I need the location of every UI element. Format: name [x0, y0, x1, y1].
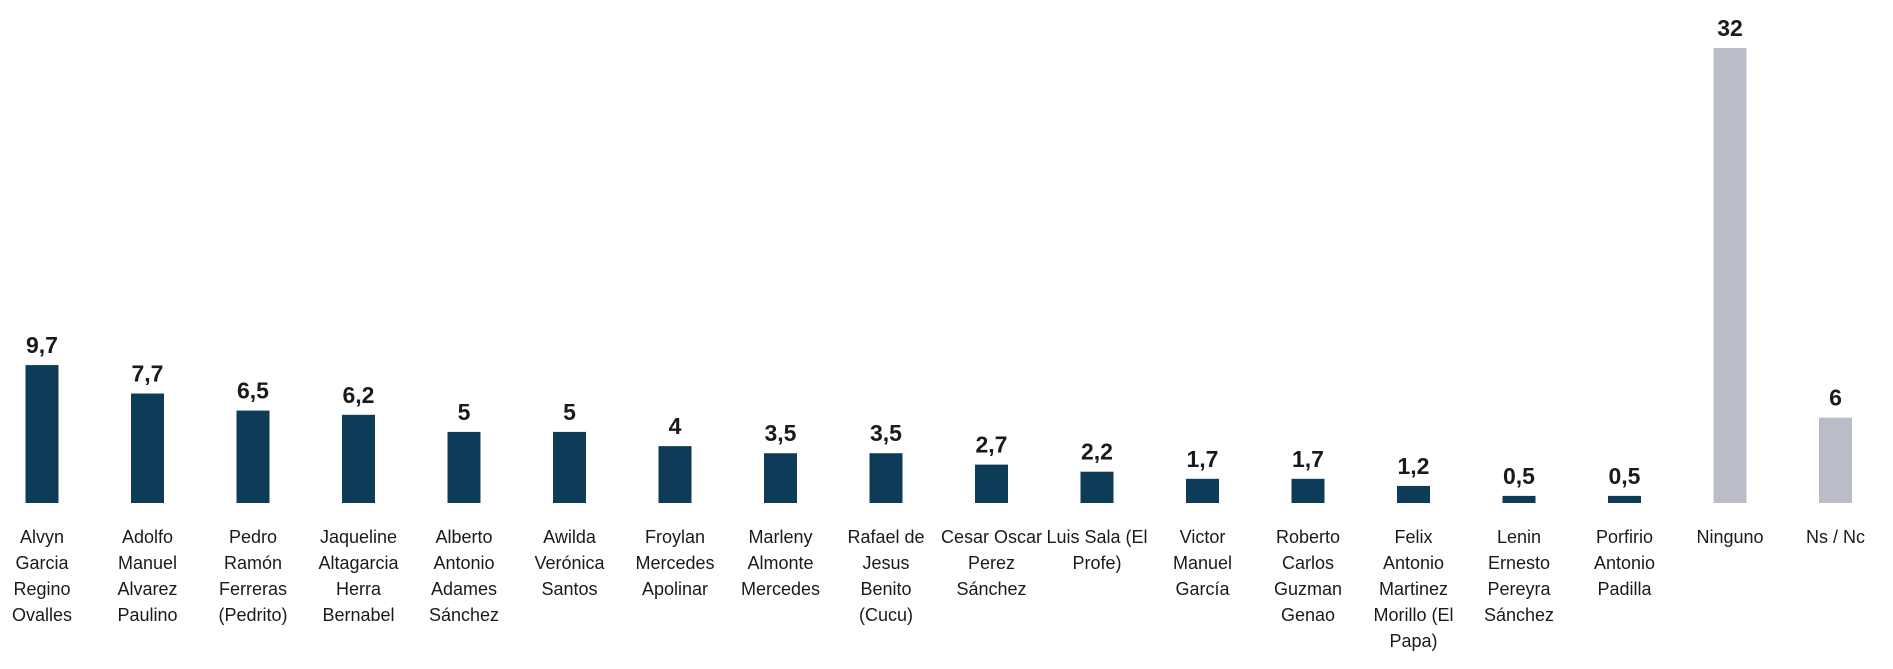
value-label: 5	[563, 399, 576, 425]
category-label: Ninguno	[1696, 527, 1764, 547]
value-label: 0,5	[1503, 463, 1535, 489]
bar	[131, 393, 164, 503]
category-label: Marleny Almonte Mercedes	[740, 527, 821, 599]
bar	[1713, 48, 1747, 503]
value-label: 5	[458, 399, 471, 425]
value-label: 6,2	[343, 382, 375, 408]
value-label: 6	[1829, 385, 1842, 411]
bar	[25, 365, 59, 503]
category-label: Luis Sala (El Profe)	[1046, 527, 1148, 573]
bar	[1186, 478, 1219, 503]
value-label: 2,2	[1081, 439, 1113, 465]
category-label: Adolfo Manuel Alvarez Paulino	[117, 527, 178, 625]
category-label: Felix Antonio Martinez Morillo (El Papa)	[1373, 527, 1454, 651]
value-label: 6,5	[237, 378, 269, 404]
value-label: 1,7	[1292, 446, 1324, 472]
category-label: Jaqueline Altagarcia Herra Bernabel	[318, 527, 399, 625]
value-label: 7,7	[132, 361, 164, 387]
category-label: Rafael de Jesus Benito (Cucu)	[847, 527, 925, 625]
value-label: 0,5	[1609, 463, 1641, 489]
bar	[447, 431, 481, 503]
bar	[1819, 417, 1852, 503]
value-label: 9,7	[26, 332, 58, 358]
value-label: 4	[669, 413, 682, 439]
bar	[553, 431, 586, 503]
bar	[1080, 471, 1114, 503]
value-label: 1,2	[1398, 453, 1430, 479]
bar	[1608, 495, 1641, 503]
category-label: Cesar Oscar Perez Sánchez	[940, 527, 1043, 599]
category-label: Lenin Ernesto Pereyra Sánchez	[1483, 527, 1555, 625]
category-label: Porfirio Antonio Padilla	[1593, 527, 1656, 599]
bar	[1291, 478, 1325, 503]
bar	[764, 453, 797, 503]
category-label: Alvyn Garcia Regino Ovalles	[11, 527, 73, 625]
bar	[342, 414, 375, 503]
bar	[1502, 495, 1536, 503]
value-label: 3,5	[765, 420, 797, 446]
value-label: 3,5	[870, 420, 902, 446]
bar	[1397, 485, 1430, 503]
category-label: Victor Manuel García	[1172, 527, 1233, 599]
value-label: 1,7	[1187, 446, 1219, 472]
category-label: Ns / Nc	[1805, 527, 1865, 547]
category-label: Alberto Antonio Adames Sánchez	[428, 527, 500, 625]
value-label: 32	[1717, 15, 1743, 41]
category-label: Awilda Verónica Santos	[534, 527, 605, 599]
value-label: 2,7	[976, 432, 1008, 458]
category-label: Roberto Carlos Guzman Genao	[1273, 527, 1343, 625]
category-label: Pedro Ramón Ferreras (Pedrito)	[218, 527, 288, 625]
bar	[869, 453, 903, 503]
bar	[658, 446, 692, 503]
bar	[236, 410, 270, 503]
category-label: Froylan Mercedes Apolinar	[635, 527, 715, 599]
bar	[975, 464, 1008, 503]
